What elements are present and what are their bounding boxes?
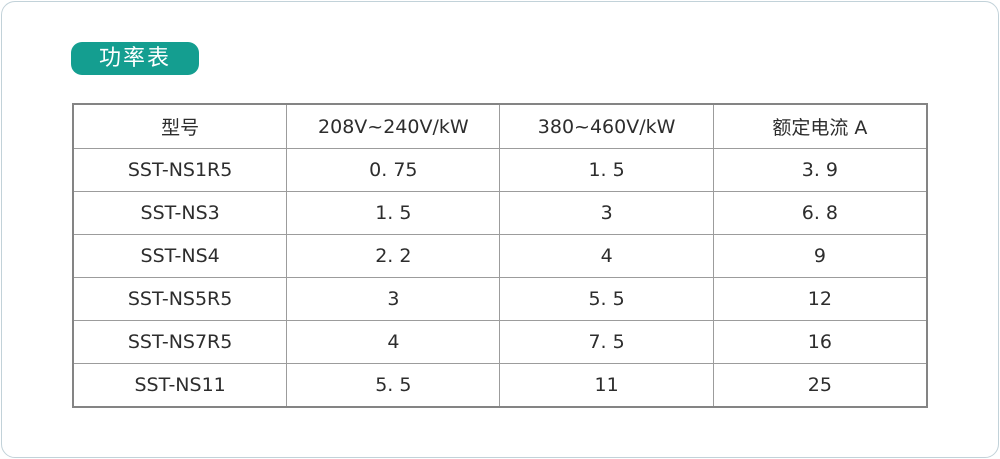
header-model: 型号	[72, 103, 288, 149]
power-spec-table: 型号 208V~240V/kW 380~460V/kW 额定电流 A SST-N…	[72, 103, 928, 408]
model-cell: SST-NS5R5	[72, 277, 288, 321]
table-row: SST-NS5R5 3 5. 5 12	[72, 277, 928, 321]
table-row: SST-NS7R5 4 7. 5 16	[72, 320, 928, 364]
kw-380-460-cell: 11	[499, 363, 714, 408]
rated-current-cell: 16	[712, 320, 928, 364]
kw-208-240-cell: 2. 2	[286, 234, 501, 278]
kw-208-240-cell: 1. 5	[286, 191, 501, 235]
rated-current-cell: 12	[712, 277, 928, 321]
header-rated-current: 额定电流 A	[712, 103, 928, 149]
header-208v-240v-kw: 208V~240V/kW	[286, 103, 501, 149]
kw-208-240-cell: 4	[286, 320, 501, 364]
table-row: SST-NS11 5. 5 11 25	[72, 363, 928, 408]
rated-current-cell: 6. 8	[712, 191, 928, 235]
kw-380-460-cell: 7. 5	[499, 320, 714, 364]
kw-208-240-cell: 0. 75	[286, 148, 501, 192]
rated-current-cell: 25	[712, 363, 928, 408]
kw-380-460-cell: 4	[499, 234, 714, 278]
kw-380-460-cell: 1. 5	[499, 148, 714, 192]
model-cell: SST-NS7R5	[72, 320, 288, 364]
model-cell: SST-NS3	[72, 191, 288, 235]
rated-current-cell: 9	[712, 234, 928, 278]
model-cell: SST-NS11	[72, 363, 288, 408]
kw-380-460-cell: 3	[499, 191, 714, 235]
power-table-title-badge: 功率表	[71, 42, 199, 75]
kw-380-460-cell: 5. 5	[499, 277, 714, 321]
rated-current-cell: 3. 9	[712, 148, 928, 192]
kw-208-240-cell: 5. 5	[286, 363, 501, 408]
table-row: SST-NS3 1. 5 3 6. 8	[72, 191, 928, 235]
model-cell: SST-NS1R5	[72, 148, 288, 192]
table-header-row: 型号 208V~240V/kW 380~460V/kW 额定电流 A	[72, 103, 928, 149]
table-row: SST-NS1R5 0. 75 1. 5 3. 9	[72, 148, 928, 192]
kw-208-240-cell: 3	[286, 277, 501, 321]
model-cell: SST-NS4	[72, 234, 288, 278]
header-380-460v-kw: 380~460V/kW	[499, 103, 714, 149]
table-row: SST-NS4 2. 2 4 9	[72, 234, 928, 278]
